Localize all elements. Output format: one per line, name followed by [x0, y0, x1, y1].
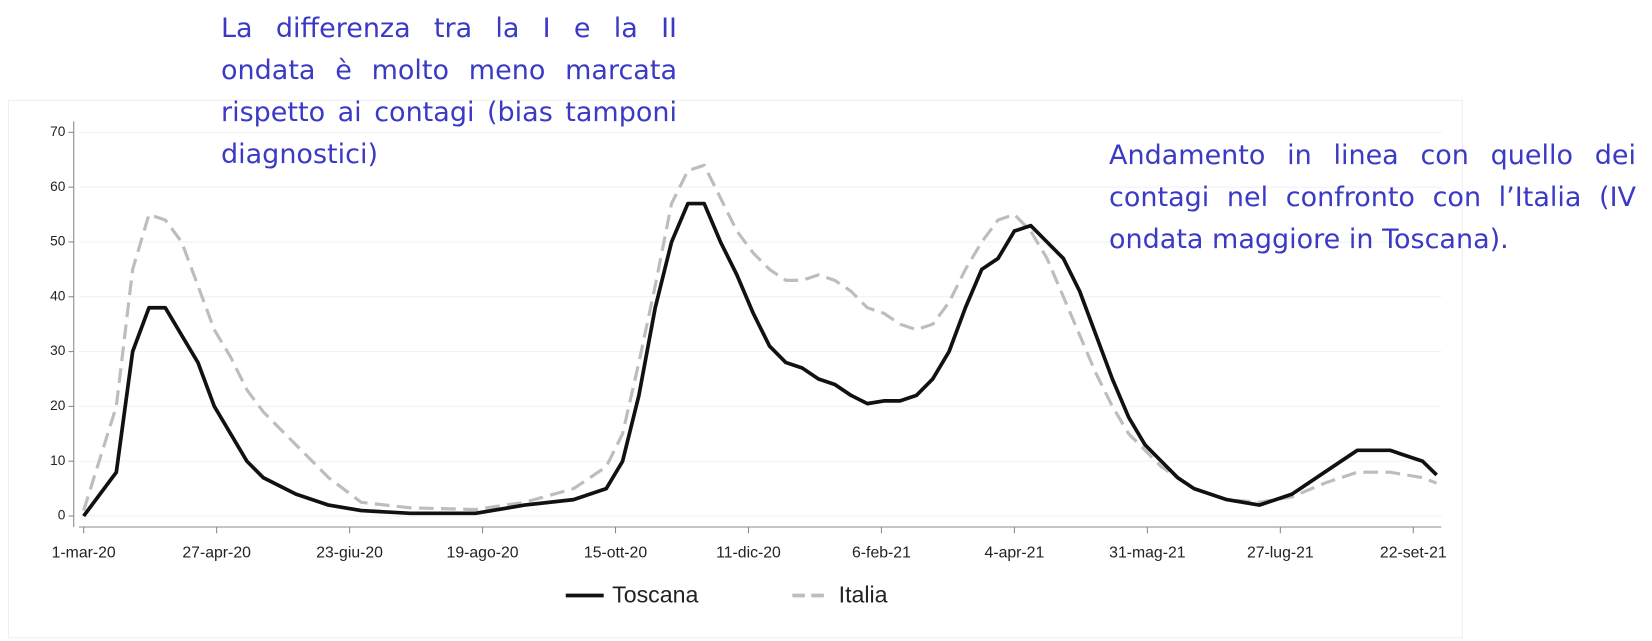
- x-tick-label: 27-apr-20: [182, 545, 251, 562]
- x-tick-label: 23-giu-20: [316, 545, 383, 562]
- legend-label: Toscana: [612, 582, 698, 608]
- x-tick-label: 27-lug-21: [1247, 545, 1314, 562]
- x-tick-label: 1-mar-20: [52, 545, 116, 562]
- x-tick-label: 6-feb-21: [852, 545, 911, 562]
- series-line: [82, 201, 1438, 518]
- chart-frame: [7, 99, 1463, 639]
- series-line: [82, 163, 1438, 512]
- y-tick-label: 0: [58, 508, 66, 523]
- y-tick-label: 40: [50, 288, 66, 303]
- x-tick-label: 19-ago-20: [447, 545, 519, 562]
- x-tick-label: 11-dic-20: [716, 545, 781, 562]
- y-tick-label: 60: [50, 179, 66, 194]
- annotation: Andamento in linea con quello dei contag…: [1109, 140, 1636, 255]
- y-tick-label: 50: [50, 234, 66, 249]
- x-tick-label: 15-ott-20: [584, 545, 647, 562]
- y-tick-label: 30: [50, 343, 66, 358]
- legend-label: Italia: [839, 582, 888, 608]
- x-tick-label: 22-set-21: [1380, 545, 1447, 562]
- y-tick-label: 70: [50, 124, 66, 139]
- x-tick-label: 31-mag-21: [1109, 545, 1186, 562]
- x-tick-label: 4-apr-21: [985, 545, 1045, 562]
- annotation: La differenza tra la I e la II ondata è …: [221, 13, 677, 170]
- y-tick-label: 20: [50, 398, 66, 413]
- y-tick-label: 10: [50, 453, 66, 468]
